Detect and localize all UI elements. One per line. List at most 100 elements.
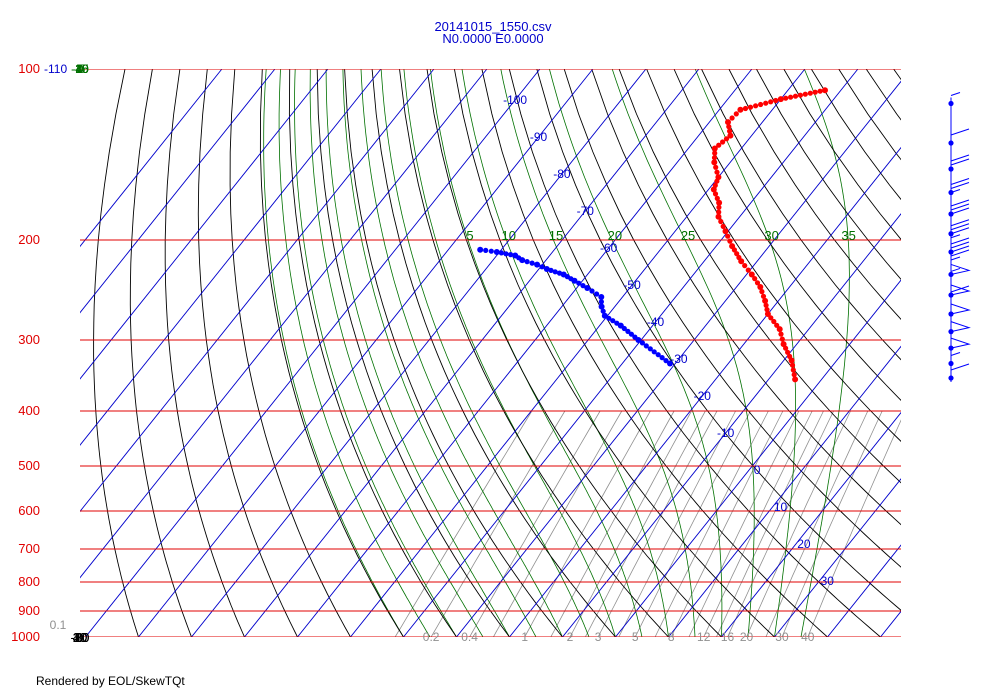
- moist-adiabat-label: -25: [71, 62, 89, 76]
- wind-barb-flag: [950, 303, 971, 315]
- dewpoint-trace-point: [524, 259, 530, 265]
- isotherm-line: [297, 69, 753, 637]
- dry-adiabat-line: [371, 69, 616, 637]
- temperature-trace-point: [783, 345, 789, 351]
- temperature-trace-point: [776, 326, 783, 333]
- dry-adiabat-line: [453, 69, 775, 637]
- dry-adiabat-line: [288, 69, 457, 637]
- dewpoint-trace-point: [477, 246, 484, 253]
- pressure-tick-label: 800: [18, 574, 40, 589]
- wind-barb-full: [950, 285, 970, 293]
- temperature-trace-point: [788, 94, 794, 100]
- isotherm-line: [615, 279, 901, 637]
- temperature-trace-point: [716, 209, 722, 215]
- moist-adiabat-label: 15: [549, 228, 563, 243]
- mixing-ratio-label: 3: [595, 630, 602, 644]
- temperature-trace-point: [742, 263, 748, 269]
- isotherm-label: -30: [670, 352, 688, 366]
- isotherm-line: [244, 69, 700, 637]
- temperature-trace-point: [738, 258, 745, 265]
- temperature-trace-point: [722, 228, 729, 235]
- isotherm-line: [80, 69, 382, 446]
- temperature-trace-point: [778, 331, 784, 337]
- chart-location: N0.0000 E0.0000: [442, 31, 544, 46]
- temperature-trace-point: [762, 297, 769, 304]
- temperature-trace-point: [727, 128, 733, 134]
- wind-barbs: [948, 92, 971, 383]
- wind-barb-flag: [950, 263, 971, 276]
- temperature-trace-point: [783, 95, 789, 101]
- wind-barb-half: [950, 267, 961, 272]
- dewpoint-trace-point: [667, 360, 673, 367]
- temperature-trace-point: [759, 289, 765, 295]
- pressure-tick-label: 300: [18, 332, 40, 347]
- isotherm-line: [827, 544, 901, 637]
- isotherm-line: [721, 411, 901, 637]
- moist-adiabat-label: 30: [764, 228, 778, 243]
- temperature-trace-point: [822, 87, 828, 94]
- isotherm-line: [80, 69, 488, 579]
- temperature-trace-point: [797, 92, 804, 98]
- moist-adiabat-line: [342, 69, 537, 637]
- wind-barb-dot: [948, 140, 954, 146]
- dry-adiabat-label: 0: [76, 630, 83, 645]
- plot-area: [80, 69, 901, 637]
- pressure-tick-label: 700: [18, 541, 40, 556]
- wind-barb-half: [950, 256, 961, 261]
- temperature-trace-point: [807, 90, 813, 96]
- moist-adiabat-label: 25: [681, 228, 695, 243]
- isotherm-label: -20: [694, 389, 712, 403]
- wind-barb-half: [950, 92, 961, 96]
- isotherm-label: -40: [647, 315, 665, 329]
- dewpoint-trace-point: [651, 349, 657, 355]
- dry-adiabat-line: [838, 69, 901, 161]
- mixing-ratio-label: 8: [668, 630, 675, 644]
- moist-adiabat-line: [278, 69, 431, 637]
- wind-barb-full: [950, 207, 970, 215]
- pressure-tick-label: 100: [18, 61, 40, 76]
- dry-adiabat-line: [810, 69, 901, 201]
- dry-adiabat-line: [344, 69, 563, 637]
- isotherm-label: -60: [600, 241, 618, 255]
- wind-barb-full: [950, 227, 970, 235]
- mixing-ratio-label: 1: [521, 630, 528, 644]
- moist-adiabat-line: [360, 69, 563, 637]
- temperature-trace-point: [720, 139, 726, 145]
- wind-barb-full: [950, 241, 970, 249]
- moist-adiabat-line: [800, 69, 850, 637]
- dewpoint-trace-point: [488, 248, 494, 254]
- isotherm-line: [403, 69, 859, 637]
- dry-adiabat-line: [701, 69, 901, 361]
- dry-adiabat-line: [259, 69, 404, 637]
- isotherm-label: -50: [623, 278, 641, 292]
- isotherm-line: [80, 69, 223, 248]
- mixing-ratio-label: 0.1: [50, 618, 67, 632]
- temperature-trace-point: [791, 372, 797, 378]
- wind-barb-full: [950, 223, 970, 231]
- dry-adiabat-label: 20: [73, 630, 87, 645]
- dewpoint-trace-point: [552, 269, 558, 275]
- isotherm-line: [880, 610, 901, 637]
- moist-adiabat-line: [549, 69, 723, 637]
- isotherm-line: [85, 69, 541, 637]
- dry-adiabat-line: [229, 69, 351, 637]
- dewpoint-trace-point: [580, 283, 586, 289]
- isotherm-line: [138, 69, 594, 637]
- dry-adiabat-line: [129, 69, 192, 637]
- moist-adiabat-line: [263, 69, 404, 637]
- dewpoint-trace-point: [493, 249, 500, 255]
- isotherm-label: 10: [774, 500, 788, 514]
- dewpoint-trace-point: [589, 288, 595, 294]
- wind-barb-dot: [948, 166, 954, 172]
- moist-adiabat-line: [380, 69, 590, 637]
- moist-adiabat-label: -30: [71, 62, 89, 76]
- temperature-trace-point: [726, 124, 732, 130]
- temperature-trace-point: [723, 136, 730, 142]
- dry-adiabat-line: [399, 69, 669, 637]
- wind-barb-half: [950, 234, 961, 239]
- mixing-ratio-label: 2: [567, 630, 574, 644]
- pressure-tick-label: 400: [18, 403, 40, 418]
- pressure-tick-label: 500: [18, 458, 40, 473]
- temperature-trace-point: [777, 96, 784, 103]
- chart-title: 20141015_1550.csv: [434, 19, 552, 34]
